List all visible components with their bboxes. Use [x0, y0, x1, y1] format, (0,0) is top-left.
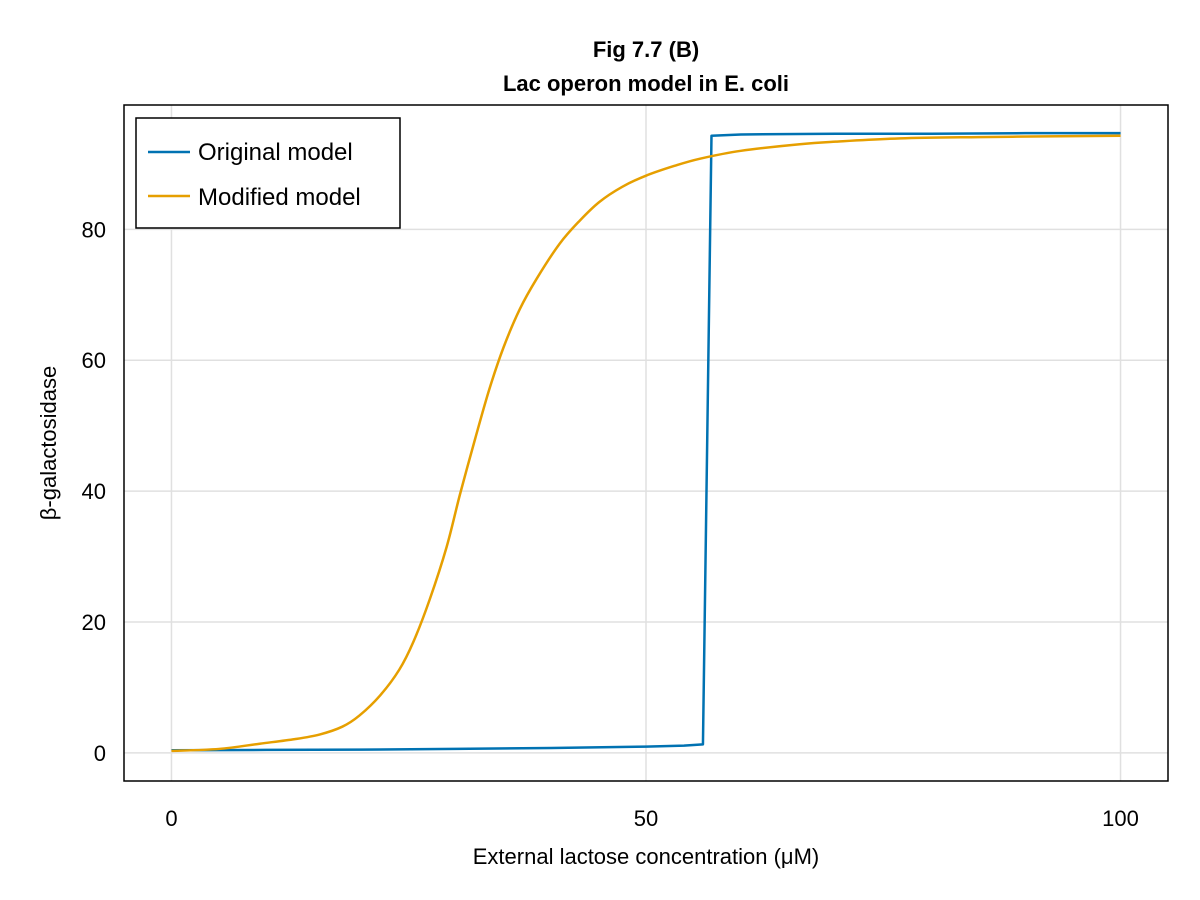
y-tick-label: 60 — [82, 348, 106, 373]
x-axis-label: External lactose concentration (μM) — [473, 844, 820, 869]
legend-box — [135, 117, 401, 229]
chart-title: Fig 7.7 (B) — [593, 37, 699, 62]
y-axis-label: β-galactosidase — [36, 366, 61, 521]
x-tick-label: 100 — [1102, 806, 1139, 831]
grid — [124, 105, 1168, 781]
series-line-modified — [171, 134, 1121, 753]
legend-label-original: Original model — [198, 139, 353, 166]
legend-label-modified: Modified model — [198, 184, 361, 211]
legend: Original model Modified model — [135, 117, 401, 229]
chart-subtitle: Lac operon model in E. coli — [503, 71, 789, 96]
y-tick-label: 0 — [94, 741, 106, 766]
y-tick-label: 20 — [82, 610, 106, 635]
tick-labels: 0 50 100 0 20 40 60 80 — [82, 217, 1139, 831]
x-tick-label: 0 — [165, 806, 177, 831]
y-tick-label: 80 — [82, 217, 106, 242]
y-tick-label: 40 — [82, 479, 106, 504]
x-tick-label: 50 — [634, 806, 658, 831]
series-lines — [171, 131, 1121, 753]
plot-frame — [123, 104, 1169, 782]
series-line-original — [171, 131, 1121, 752]
